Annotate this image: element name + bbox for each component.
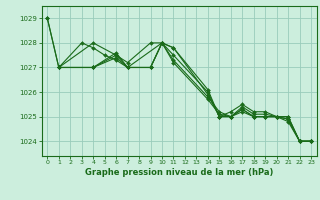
X-axis label: Graphe pression niveau de la mer (hPa): Graphe pression niveau de la mer (hPa) bbox=[85, 168, 273, 177]
